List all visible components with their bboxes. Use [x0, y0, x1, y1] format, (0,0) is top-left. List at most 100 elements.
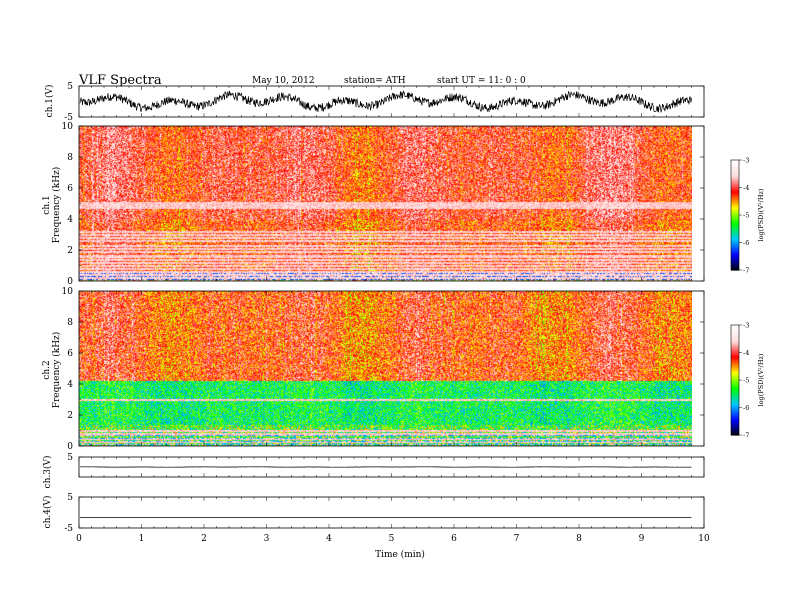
ch2-spectrogram-ylabel-channel: ch.2 — [42, 360, 52, 379]
colorbar-tick-label: -4 — [743, 349, 749, 357]
colorbar-swatch — [731, 326, 739, 330]
colorbar-swatch — [731, 398, 739, 401]
ytick-label: -5 — [64, 113, 73, 123]
colorbar-swatch — [731, 231, 739, 234]
colorbar-swatch — [731, 183, 739, 187]
colorbar-swatch — [731, 204, 739, 207]
colorbar-swatch — [731, 216, 739, 220]
colorbar-swatch — [731, 235, 739, 238]
colorbar-swatch — [731, 336, 739, 339]
colorbar-swatch — [731, 207, 739, 211]
waveform-trace — [79, 89, 692, 113]
colorbar-swatch — [731, 431, 739, 434]
ytick-label: 5 — [67, 82, 73, 92]
ch3-waveform-ylabel: ch.3(V) — [42, 456, 53, 489]
colorbar-swatch — [731, 198, 739, 201]
ch4-waveform-ylabel: ch.4(V) — [42, 496, 53, 529]
ytick-label: 4 — [67, 215, 73, 225]
colorbar-swatch — [731, 264, 739, 267]
ytick-label: 10 — [62, 287, 74, 297]
ytick-label: 5 — [67, 453, 73, 463]
ch1-spectrogram-ylabel-frequency: Frequency (kHz) — [51, 167, 62, 244]
ch3-waveform-panel: 5 — [67, 453, 705, 478]
colorbars: -3 -4 -5 -6 -7 log(PSD)(V²/Hz) -3 -4 -5 -6 -7 log(P… — [730, 157, 765, 440]
colorbar-swatch — [731, 400, 739, 403]
colorbar-swatch — [731, 218, 739, 222]
colorbar-swatch — [731, 347, 739, 350]
xtick-label: 5 — [389, 534, 395, 544]
colorbar-tick-label: -5 — [743, 212, 749, 220]
spectrogram-image — [79, 126, 692, 281]
colorbar-swatch — [731, 383, 739, 387]
colorbar-swatch — [731, 367, 739, 370]
colorbar-swatch — [731, 392, 739, 396]
colorbar-swatch — [731, 242, 739, 245]
colorbar-swatch — [731, 345, 739, 348]
colorbar-swatch — [731, 222, 739, 225]
colorbar-swatch — [731, 339, 739, 343]
colorbar-swatch — [731, 244, 739, 247]
colorbar-swatch — [731, 202, 739, 205]
colorbar-swatch — [731, 389, 739, 392]
colorbar-swatch — [731, 257, 739, 260]
ch2-spectrogram-panel: 0 2 4 6 8 10 — [62, 287, 705, 452]
colorbar-swatch — [731, 418, 739, 421]
ytick-label: 6 — [67, 349, 73, 359]
colorbar-swatch — [731, 165, 739, 168]
colorbar-swatch — [731, 381, 739, 385]
colorbar-tick-label: -6 — [743, 239, 749, 247]
colorbar-swatch — [731, 224, 739, 227]
colorbar-swatch — [731, 246, 739, 249]
ytick-label: 4 — [67, 380, 73, 390]
colorbar-swatch — [731, 176, 739, 179]
xtick-label: 8 — [576, 534, 582, 544]
ch4-waveform-panel: 5 -5 — [64, 493, 705, 534]
colorbar-swatch — [731, 178, 739, 181]
colorbar-swatch — [731, 385, 739, 388]
ch1-waveform-panel: 5 -5 — [64, 82, 705, 123]
colorbar-swatch — [731, 196, 739, 200]
colorbar-tick-label: -3 — [743, 157, 749, 165]
colorbar-swatch — [731, 361, 739, 365]
colorbar-swatch — [731, 174, 739, 178]
colorbar-swatch — [731, 200, 739, 203]
colorbar-tick-label: -3 — [743, 322, 749, 330]
colorbar-swatch — [731, 414, 739, 418]
colorbar-swatch — [731, 374, 739, 377]
colorbar-swatch — [731, 211, 739, 214]
colorbar-swatch — [731, 365, 739, 368]
colorbar-swatch — [731, 193, 739, 196]
colorbar-swatch — [731, 259, 739, 262]
xtick-label: 3 — [264, 534, 270, 544]
station-label: station= ATH — [344, 76, 406, 86]
colorbar-swatch — [731, 237, 739, 240]
colorbar-swatch — [731, 163, 739, 167]
colorbar-swatch — [731, 378, 739, 381]
colorbar-swatch — [731, 205, 739, 209]
colorbar-swatch — [731, 420, 739, 423]
colorbar-swatch — [731, 405, 739, 409]
colorbar-swatch — [731, 358, 739, 361]
start-time-label: start UT = 11: 0 : 0 — [437, 76, 526, 86]
ytick-label: 5 — [67, 493, 73, 503]
xtick-label: 2 — [201, 534, 207, 544]
colorbar-label: log(PSD)(V²/Hz) — [757, 353, 765, 406]
colorbar-swatch — [731, 227, 739, 231]
colorbar-swatch — [731, 238, 739, 242]
colorbar-swatch — [731, 330, 739, 333]
colorbar-swatch — [731, 422, 739, 425]
xtick-label: 0 — [76, 534, 82, 544]
colorbar-tick-label: -7 — [743, 267, 749, 275]
colorbar-swatch — [731, 328, 739, 332]
colorbar-tick-label: -5 — [743, 377, 749, 385]
ytick-label: 8 — [67, 153, 73, 163]
xtick-label: 7 — [514, 534, 520, 544]
waveform-trace — [80, 466, 692, 468]
xtick-label: 9 — [639, 534, 645, 544]
colorbar-swatch — [731, 348, 739, 352]
colorbar-swatch — [731, 182, 739, 185]
colorbar-swatch — [731, 359, 739, 363]
colorbar-swatch — [731, 187, 739, 190]
colorbar-label: log(PSD)(V²/Hz) — [757, 188, 765, 241]
